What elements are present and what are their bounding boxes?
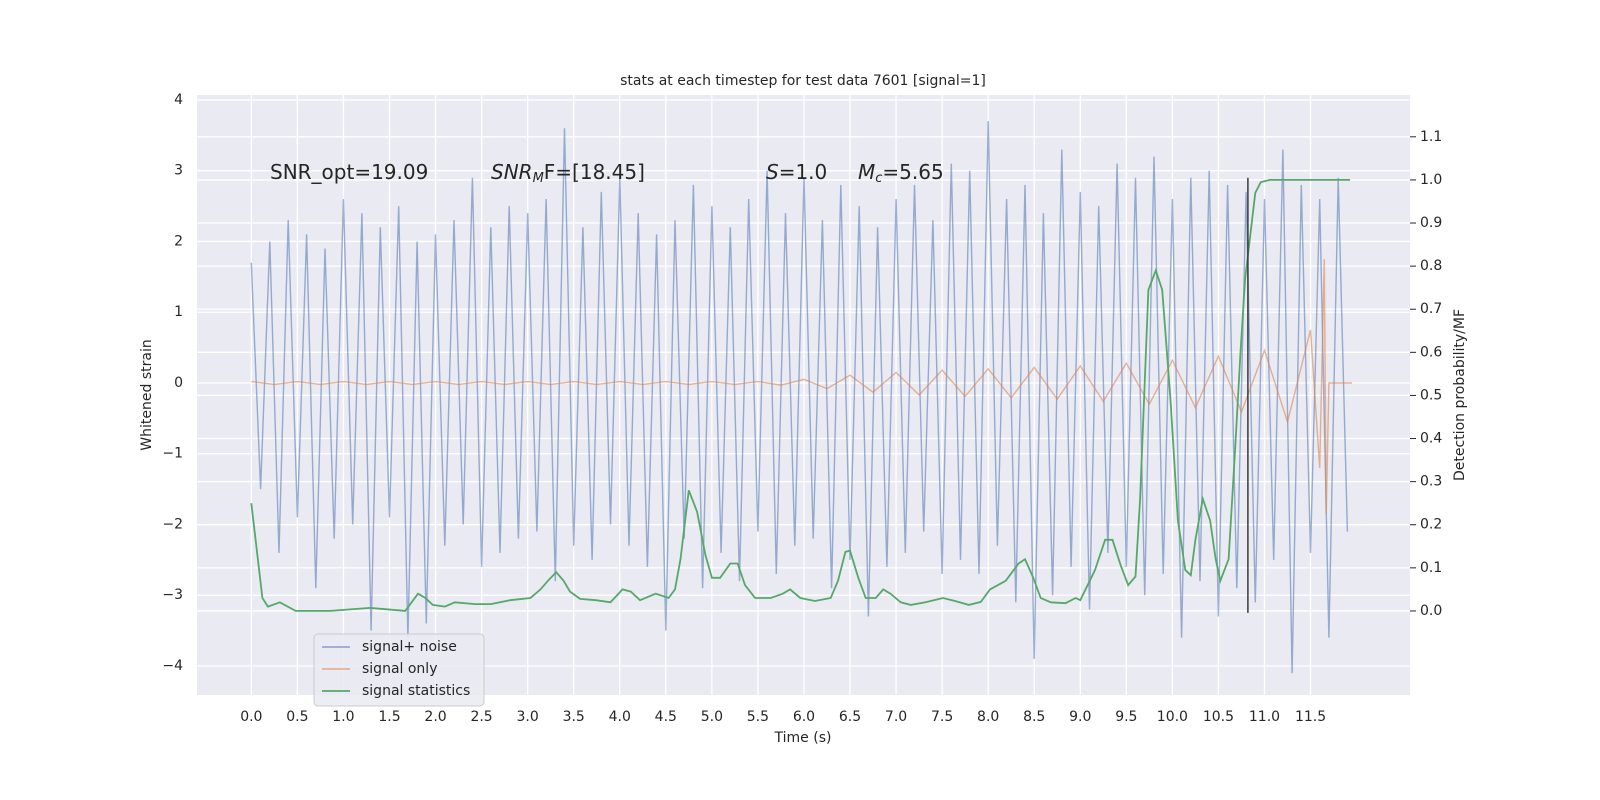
x-tick-label: 9.0 <box>1069 709 1091 725</box>
annotation-part: S <box>766 160 779 184</box>
annotation-part: c <box>875 171 882 186</box>
y2-tick-label: 1.0 <box>1420 172 1442 188</box>
series-line <box>251 259 1352 514</box>
y2-tick-label: 0.9 <box>1420 215 1442 231</box>
x-tick-label: 0.0 <box>240 709 262 725</box>
y2-tick-label: 0.6 <box>1420 344 1442 360</box>
legend-label: signal only <box>362 661 437 677</box>
x-tick-label: 3.5 <box>563 709 585 725</box>
y-tick-label: 2 <box>174 233 183 249</box>
y2-tick-label: 0.4 <box>1420 431 1442 447</box>
x-tick-label: 6.0 <box>793 709 815 725</box>
chart-title: stats at each timestep for test data 760… <box>620 73 986 89</box>
legend-label: signal statistics <box>362 683 470 699</box>
x-tick-label: 1.0 <box>332 709 354 725</box>
x-tick-label: 4.0 <box>609 709 631 725</box>
annotation-part: SNR_opt=19.09 <box>270 160 428 184</box>
legend: signal+ noise signal only signal statistic… <box>313 633 485 707</box>
annotation-part: =5.65 <box>882 160 943 184</box>
series-line <box>250 121 1349 674</box>
x-tick-label: 7.0 <box>885 709 907 725</box>
annotation-part: M <box>858 160 875 184</box>
y-tick-label: −2 <box>162 516 183 532</box>
x-tick-label: 2.0 <box>424 709 446 725</box>
x-tick-label: 4.5 <box>655 709 677 725</box>
y2-tick-label: 0.3 <box>1420 474 1442 490</box>
annotation-part: M <box>533 171 544 186</box>
x-tick-label: 9.5 <box>1115 709 1137 725</box>
x-tick-label: 10.0 <box>1157 709 1188 725</box>
x-tick-label: 7.5 <box>931 709 953 725</box>
y2-tick-label: 1.1 <box>1420 129 1442 145</box>
y2-tick-label: 0.1 <box>1420 560 1442 576</box>
x-tick-label: 5.5 <box>747 709 769 725</box>
y-tick-label: 3 <box>174 163 183 179</box>
x-tick-label: 11.0 <box>1249 709 1280 725</box>
annotation: S=1.0 <box>766 160 827 184</box>
annotation: SNR_opt=19.09 <box>270 160 428 184</box>
x-tick-label: 0.5 <box>286 709 308 725</box>
y-tick-label: −1 <box>162 446 183 462</box>
annotation-part: =1.0 <box>779 160 828 184</box>
annotation: SNRMF=[18.45] <box>491 160 645 186</box>
x-tick-label: 5.0 <box>701 709 723 725</box>
x-tick-label: 1.5 <box>378 709 400 725</box>
y2-axis-label: Detection probability/MF <box>1452 309 1468 481</box>
y-axis-label: Whitened strain <box>139 339 155 450</box>
annotation-part: F=[18.45] <box>544 160 645 184</box>
y-tick-label: 1 <box>174 304 183 320</box>
x-tick-label: 6.5 <box>839 709 861 725</box>
x-tick-label: 3.0 <box>517 709 539 725</box>
legend-label: signal+ noise <box>362 639 457 655</box>
y-tick-label: −4 <box>162 658 183 674</box>
x-axis-label: Time (s) <box>774 730 832 746</box>
y2-tick-label: 0.8 <box>1420 258 1442 274</box>
legend-box <box>313 633 485 707</box>
y-tick-label: 4 <box>174 92 183 108</box>
x-tick-label: 11.5 <box>1295 709 1326 725</box>
y2-tick-label: 0.7 <box>1420 301 1442 317</box>
x-tick-label: 2.5 <box>470 709 492 725</box>
y-tick-label: 0 <box>174 375 183 391</box>
y2-tick-label: 0.5 <box>1420 387 1442 403</box>
x-tick-label: 8.0 <box>977 709 999 725</box>
y2-tick-label: 0.0 <box>1420 603 1442 619</box>
y2-tick-label: 0.2 <box>1420 517 1442 533</box>
annotation-part: SNR <box>491 160 533 184</box>
x-tick-label: 8.5 <box>1023 709 1045 725</box>
series-line <box>250 179 1351 612</box>
x-tick-label: 10.5 <box>1203 709 1234 725</box>
y-tick-label: −3 <box>162 587 183 603</box>
annotation: Mc=5.65 <box>858 160 944 186</box>
